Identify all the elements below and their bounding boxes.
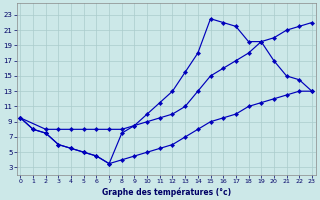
X-axis label: Graphe des températures (°c): Graphe des températures (°c) xyxy=(101,187,231,197)
